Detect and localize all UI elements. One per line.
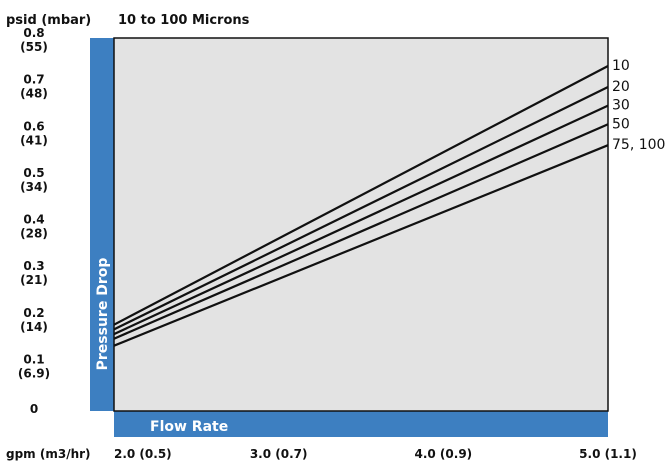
y-tick-label: 0.8	[23, 26, 44, 40]
y-tick-label: 0.5	[23, 166, 44, 180]
series-labels: 10 20 30 50 75, 100	[612, 58, 665, 153]
y-axis-title: Pressure Drop	[95, 258, 111, 371]
series-line	[113, 86, 609, 331]
y-unit-label: psid (mbar)	[6, 13, 91, 28]
y-tick-sublabel: (6.9)	[18, 366, 50, 380]
series-label: 50	[612, 116, 630, 132]
series-lines	[113, 65, 609, 347]
x-tick-label: 3.0 (0.7)	[250, 447, 308, 461]
series-line	[113, 144, 609, 347]
series-label: 75, 100	[612, 137, 665, 153]
x-tick-label: 5.0 (1.1)	[579, 447, 637, 461]
y-tick-sublabel: (28)	[20, 227, 48, 241]
x-tick-label: 4.0 (0.9)	[414, 447, 472, 461]
y-tick-sublabel: (48)	[20, 87, 48, 101]
y-tick-label: 0.3	[23, 259, 44, 273]
plot-area	[113, 37, 609, 412]
y-tick-label: 0.1	[23, 352, 44, 366]
x-axis-band	[114, 411, 608, 437]
y-tick-label: 0.7	[23, 73, 44, 87]
x-unit-label: gpm (m3/hr)	[6, 447, 91, 461]
y-tick-label: 0.2	[23, 306, 44, 320]
y-tick-label: 0.4	[23, 213, 44, 227]
chart-title: 10 to 100 Microns	[118, 13, 250, 28]
y-tick-sublabel: (55)	[20, 40, 48, 54]
y-tick-sublabel: (41)	[20, 133, 48, 147]
x-tick-label: 2.0 (0.5)	[114, 447, 172, 461]
y-tick-labels: 0 0.1(6.9) 0.2(14) 0.3(21) 0.4(28) 0.5(34) 0.6…	[18, 26, 50, 416]
series-line	[113, 123, 609, 340]
x-axis-title: Flow Rate	[150, 419, 228, 435]
y-tick-sublabel: (14)	[20, 320, 48, 334]
series-label: 10	[612, 58, 630, 74]
series-label: 20	[612, 79, 630, 95]
series-label: 30	[612, 98, 630, 114]
x-tick-labels: 2.0 (0.5) 3.0 (0.7) 4.0 (0.9) 5.0 (1.1)	[114, 447, 637, 461]
y-axis-band	[90, 38, 114, 411]
y-tick-sublabel: (21)	[20, 273, 48, 287]
series-line	[113, 104, 609, 336]
series-line	[113, 65, 609, 326]
y-tick-label: 0.6	[23, 119, 44, 133]
y-tick-sublabel: (34)	[20, 180, 48, 194]
y-tick-label: 0	[30, 402, 38, 416]
